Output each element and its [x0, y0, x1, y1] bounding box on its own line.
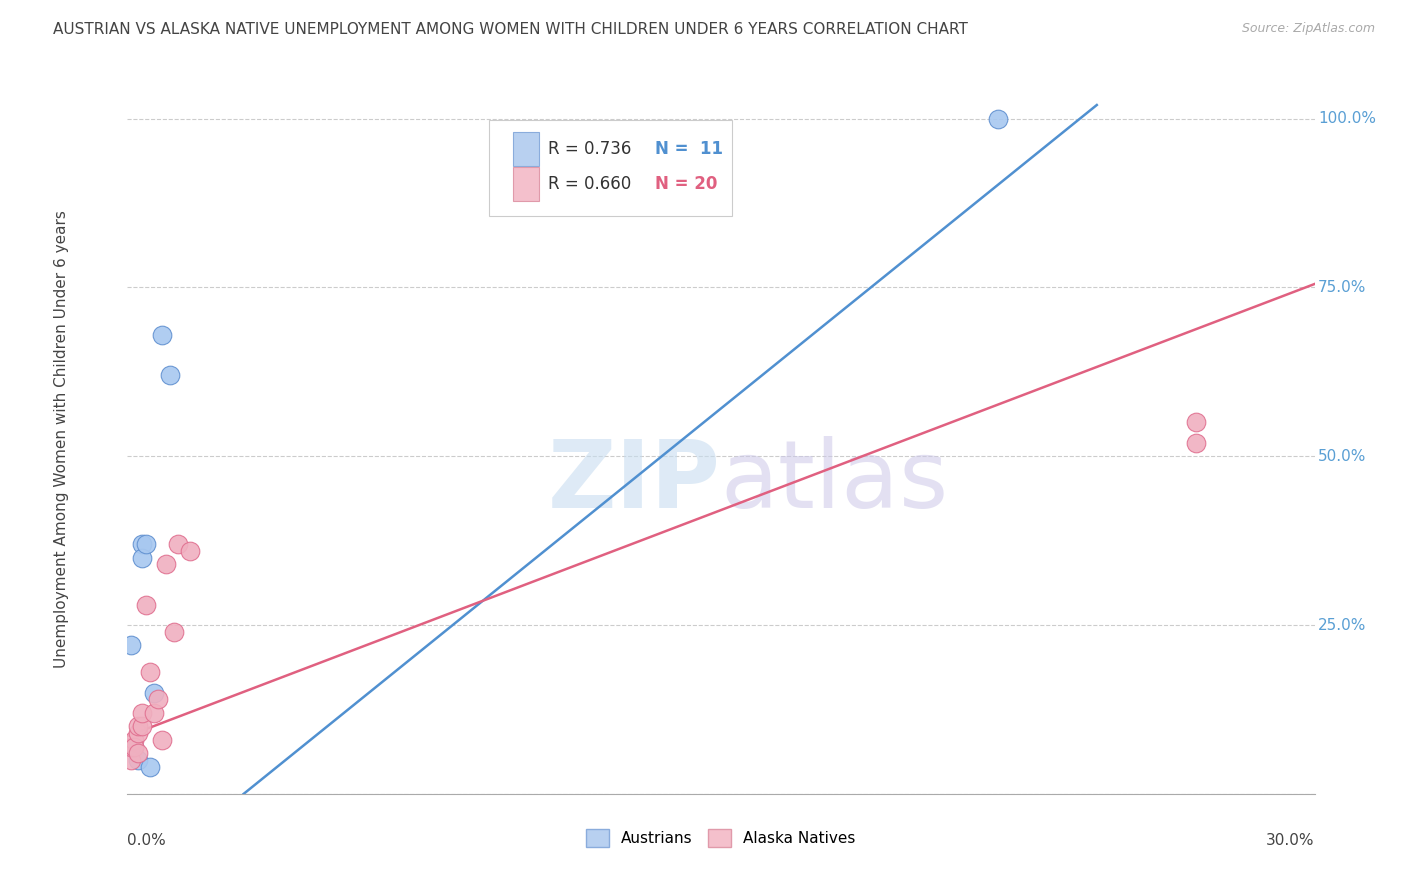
Point [131, 550, 153, 565]
Text: R = 0.660: R = 0.660 [548, 175, 631, 193]
Text: Unemployment Among Women with Children Under 6 years: Unemployment Among Women with Children U… [53, 211, 69, 668]
Text: 75.0%: 75.0% [1319, 280, 1367, 295]
Point [139, 760, 162, 774]
FancyBboxPatch shape [513, 131, 538, 166]
Text: 0.0%: 0.0% [127, 833, 166, 848]
Point [150, 327, 173, 342]
Point [131, 719, 153, 733]
Point [124, 732, 146, 747]
Text: N = 20: N = 20 [655, 175, 717, 193]
Text: 50.0%: 50.0% [1319, 449, 1367, 464]
Point [135, 537, 157, 551]
Text: AUSTRIAN VS ALASKA NATIVE UNEMPLOYMENT AMONG WOMEN WITH CHILDREN UNDER 6 YEARS C: AUSTRIAN VS ALASKA NATIVE UNEMPLOYMENT A… [53, 22, 969, 37]
Point [139, 665, 162, 680]
Point [159, 368, 181, 383]
Point [143, 685, 166, 699]
Text: Source: ZipAtlas.com: Source: ZipAtlas.com [1241, 22, 1375, 36]
Point [127, 719, 149, 733]
Point [124, 739, 146, 754]
Point [120, 739, 142, 754]
Text: 100.0%: 100.0% [1319, 111, 1376, 126]
Text: atlas: atlas [721, 436, 949, 528]
Point [127, 726, 149, 740]
Point [131, 537, 153, 551]
Point [179, 543, 201, 558]
Point [167, 537, 190, 551]
Point [120, 638, 142, 652]
FancyBboxPatch shape [513, 167, 538, 201]
Point [150, 732, 173, 747]
Text: ZIP: ZIP [548, 436, 721, 528]
Text: N =  11: N = 11 [655, 139, 723, 158]
Point [1185, 435, 1208, 450]
Point [120, 753, 142, 767]
Text: 30.0%: 30.0% [1267, 833, 1315, 848]
FancyBboxPatch shape [489, 120, 733, 216]
Legend: Austrians, Alaska Natives: Austrians, Alaska Natives [579, 822, 862, 854]
Text: R = 0.736: R = 0.736 [548, 139, 631, 158]
Point [155, 558, 177, 572]
Point [135, 598, 157, 612]
Point [163, 624, 186, 639]
Point [131, 706, 153, 720]
Point [987, 112, 1010, 126]
Point [124, 739, 146, 754]
Point [143, 706, 166, 720]
Point [127, 753, 149, 767]
Point [1185, 416, 1208, 430]
Text: 25.0%: 25.0% [1319, 617, 1367, 632]
Point [127, 747, 149, 761]
Point [148, 692, 170, 706]
